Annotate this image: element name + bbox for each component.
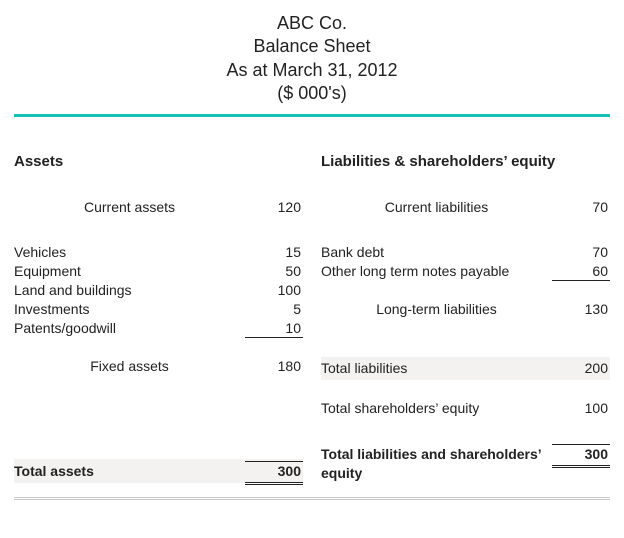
grand-total-row: Total liabilities and shareholders’ equi… bbox=[321, 444, 610, 483]
total-assets-label: Total assets bbox=[14, 462, 245, 481]
longterm-subtotal-value: 130 bbox=[552, 300, 610, 319]
assets-heading: Assets bbox=[14, 153, 303, 170]
fixed-asset-row: Equipment 50 bbox=[14, 262, 303, 281]
longterm-item-row: Bank debt 70 bbox=[321, 243, 610, 262]
fixed-asset-label: Equipment bbox=[14, 262, 245, 281]
total-liabilities-value: 200 bbox=[552, 359, 610, 378]
fixed-asset-label: Investments bbox=[14, 300, 245, 319]
current-assets-label: Current assets bbox=[14, 198, 245, 217]
longterm-subtotal-row: Long-term liabilities 130 bbox=[321, 300, 610, 319]
liabilities-column: Liabilities & shareholders’ equity Curre… bbox=[321, 153, 610, 484]
current-assets-value: 120 bbox=[245, 198, 303, 217]
longterm-item-label: Bank debt bbox=[321, 243, 552, 262]
longterm-item-value: 70 bbox=[552, 243, 610, 262]
total-equity-row: Total shareholders’ equity 100 bbox=[321, 399, 610, 418]
total-assets-value: 300 bbox=[245, 461, 303, 481]
fixed-assets-subtotal-label: Fixed assets bbox=[14, 357, 245, 376]
fixed-asset-value: 10 bbox=[245, 319, 303, 339]
company-name: ABC Co. bbox=[14, 12, 610, 35]
report-units: ($ 000's) bbox=[14, 82, 610, 105]
grand-total-value: 300 bbox=[552, 444, 610, 464]
fixed-asset-row: Vehicles 15 bbox=[14, 243, 303, 262]
current-liabilities-value: 70 bbox=[552, 198, 610, 217]
longterm-item-row: Other long term notes payable 60 bbox=[321, 262, 610, 282]
fixed-asset-row: Patents/goodwill 10 bbox=[14, 319, 303, 339]
liabilities-heading: Liabilities & shareholders’ equity bbox=[321, 153, 610, 170]
fixed-asset-row: Investments 5 bbox=[14, 300, 303, 319]
report-title: Balance Sheet bbox=[14, 35, 610, 58]
report-header: ABC Co. Balance Sheet As at March 31, 20… bbox=[14, 12, 610, 117]
total-equity-value: 100 bbox=[552, 399, 610, 418]
fixed-assets-subtotal-row: Fixed assets 180 bbox=[14, 357, 303, 376]
fixed-asset-label: Land and buildings bbox=[14, 281, 245, 300]
longterm-item-value: 60 bbox=[552, 262, 610, 282]
fixed-asset-value: 100 bbox=[245, 281, 303, 300]
longterm-subtotal-label: Long-term liabilities bbox=[321, 300, 552, 319]
fixed-asset-label: Vehicles bbox=[14, 243, 245, 262]
report-date: As at March 31, 2012 bbox=[14, 59, 610, 82]
fixed-asset-label: Patents/goodwill bbox=[14, 319, 245, 338]
longterm-item-label: Other long term notes payable bbox=[321, 262, 552, 281]
fixed-asset-value: 5 bbox=[245, 300, 303, 319]
fixed-asset-value: 15 bbox=[245, 243, 303, 262]
current-liabilities-row: Current liabilities 70 bbox=[321, 198, 610, 217]
total-liabilities-label: Total liabilities bbox=[321, 359, 552, 378]
current-liabilities-label: Current liabilities bbox=[321, 198, 552, 217]
footer-rule bbox=[14, 497, 610, 500]
balance-sheet-body: Assets Current assets 120 Vehicles 15 Eq… bbox=[14, 153, 610, 484]
total-assets-row: Total assets 300 bbox=[14, 459, 303, 483]
fixed-asset-row: Land and buildings 100 bbox=[14, 281, 303, 300]
total-liabilities-row: Total liabilities 200 bbox=[321, 357, 610, 380]
current-assets-row: Current assets 120 bbox=[14, 198, 303, 217]
grand-total-label: Total liabilities and shareholders’ equi… bbox=[321, 445, 552, 483]
total-equity-label: Total shareholders’ equity bbox=[321, 399, 552, 418]
assets-column: Assets Current assets 120 Vehicles 15 Eq… bbox=[14, 153, 303, 484]
fixed-assets-subtotal-value: 180 bbox=[245, 357, 303, 376]
fixed-asset-value: 50 bbox=[245, 262, 303, 281]
